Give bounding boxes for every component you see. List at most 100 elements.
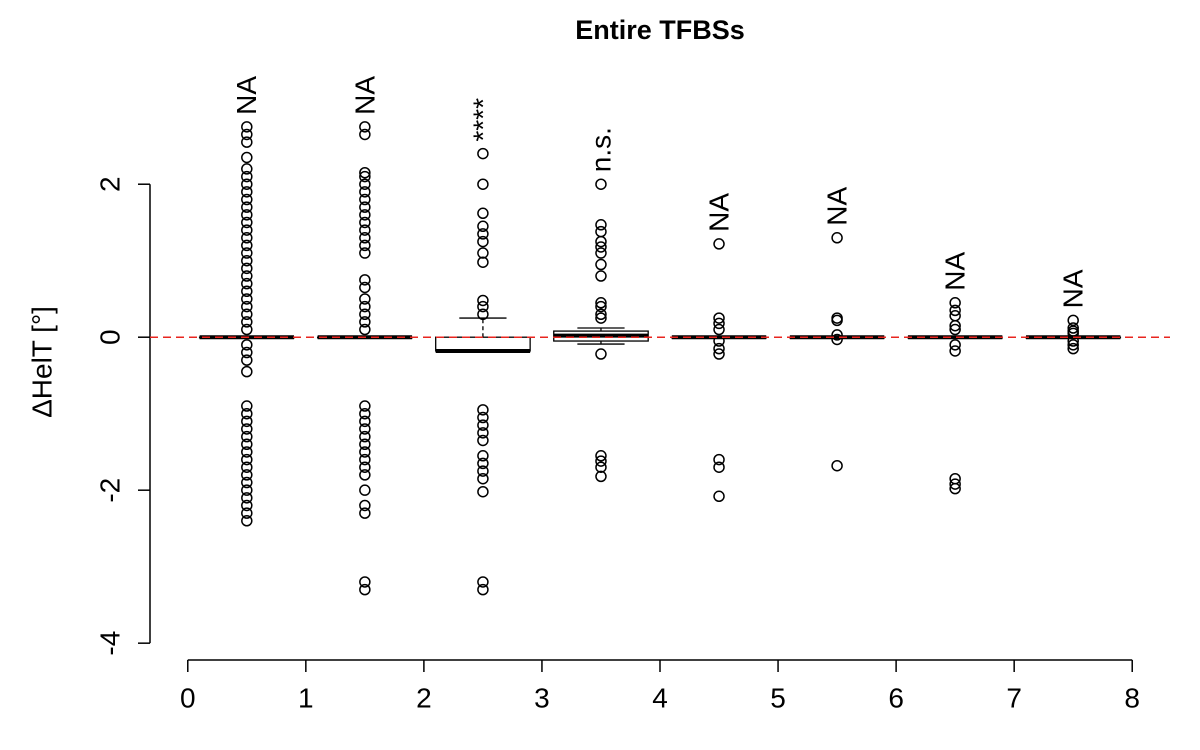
outlier [477,178,489,190]
outlier [359,400,371,412]
outlier [477,419,489,431]
outlier [241,232,253,244]
outlier [595,258,607,271]
outlier [241,515,253,527]
outlier [595,235,607,248]
outlier [241,339,253,351]
outlier [241,128,253,141]
outlier [949,297,961,309]
y-axis-label: ΔHelT [°] [26,306,57,418]
outlier [595,225,607,238]
outlier [241,499,253,512]
outlier [241,293,253,305]
outlier [241,507,253,519]
outlier [949,482,961,495]
outlier [949,319,961,332]
outlier [359,484,371,496]
outlier [241,201,253,213]
outlier [241,216,253,229]
outlier [595,450,607,462]
outlier [477,472,489,485]
outlier [477,220,489,233]
outlier [241,170,253,183]
outlier [713,317,725,330]
outlier [595,247,607,259]
outlier [241,365,253,378]
outlier [359,430,371,443]
outlier [241,484,253,496]
outlier [477,247,489,259]
outlier [595,219,607,231]
outlier [359,128,371,141]
outlier [713,453,725,466]
outlier [241,163,253,175]
outlier [477,583,489,596]
outlier [595,178,607,190]
x-tick-label: 2 [416,682,432,713]
chart-title: Entire TFBSs [575,15,745,45]
outlier [359,274,371,286]
outlier [359,576,371,588]
outlier [713,323,725,336]
outlier [477,404,489,416]
x-tick-label: 1 [298,682,314,713]
annotation: n.s. [585,127,616,172]
outlier [241,300,253,313]
outlier [1067,322,1079,334]
annotation: NA [231,76,262,115]
outlier [831,333,843,346]
outlier [477,308,489,321]
outlier [595,297,607,309]
outlier [477,147,489,160]
outlier [477,465,489,477]
outlier [359,308,371,321]
outlier [241,323,253,336]
y-tick-label: 0 [94,329,125,345]
outlier [241,423,253,435]
outlier [241,247,253,259]
outlier [241,224,253,236]
outlier [241,270,253,282]
outlier [241,209,253,221]
outlier [359,216,371,229]
outlier [359,239,371,252]
outlier [359,300,371,313]
outlier [477,457,489,470]
outlier [359,186,371,198]
outlier [595,300,607,313]
outlier [359,224,371,236]
outlier [713,342,725,355]
outlier [595,308,607,321]
outlier [241,262,253,275]
outlier [241,446,253,458]
annotation: NA [349,76,380,115]
outlier [359,583,371,596]
outlier [359,166,371,179]
x-tick-label: 8 [1124,682,1140,713]
outlier [241,136,253,148]
outlier [595,241,607,253]
outlier [713,490,725,503]
outlier [949,304,961,317]
outlier [477,427,489,439]
outlier [359,407,371,420]
outlier [359,469,371,481]
outlier [477,411,489,424]
outlier [241,415,253,428]
outlier [359,178,371,190]
outlier [241,476,253,489]
outlier [241,354,253,366]
outlier [359,507,371,519]
outlier [831,459,843,472]
outlier [241,469,253,481]
outlier [831,314,843,327]
outlier [949,478,961,490]
outlier [831,232,843,244]
x-tick-label: 5 [770,682,786,713]
outlier [241,316,253,328]
outlier [359,453,371,466]
outlier [359,293,371,305]
outlier [359,201,371,213]
outlier [595,455,607,467]
